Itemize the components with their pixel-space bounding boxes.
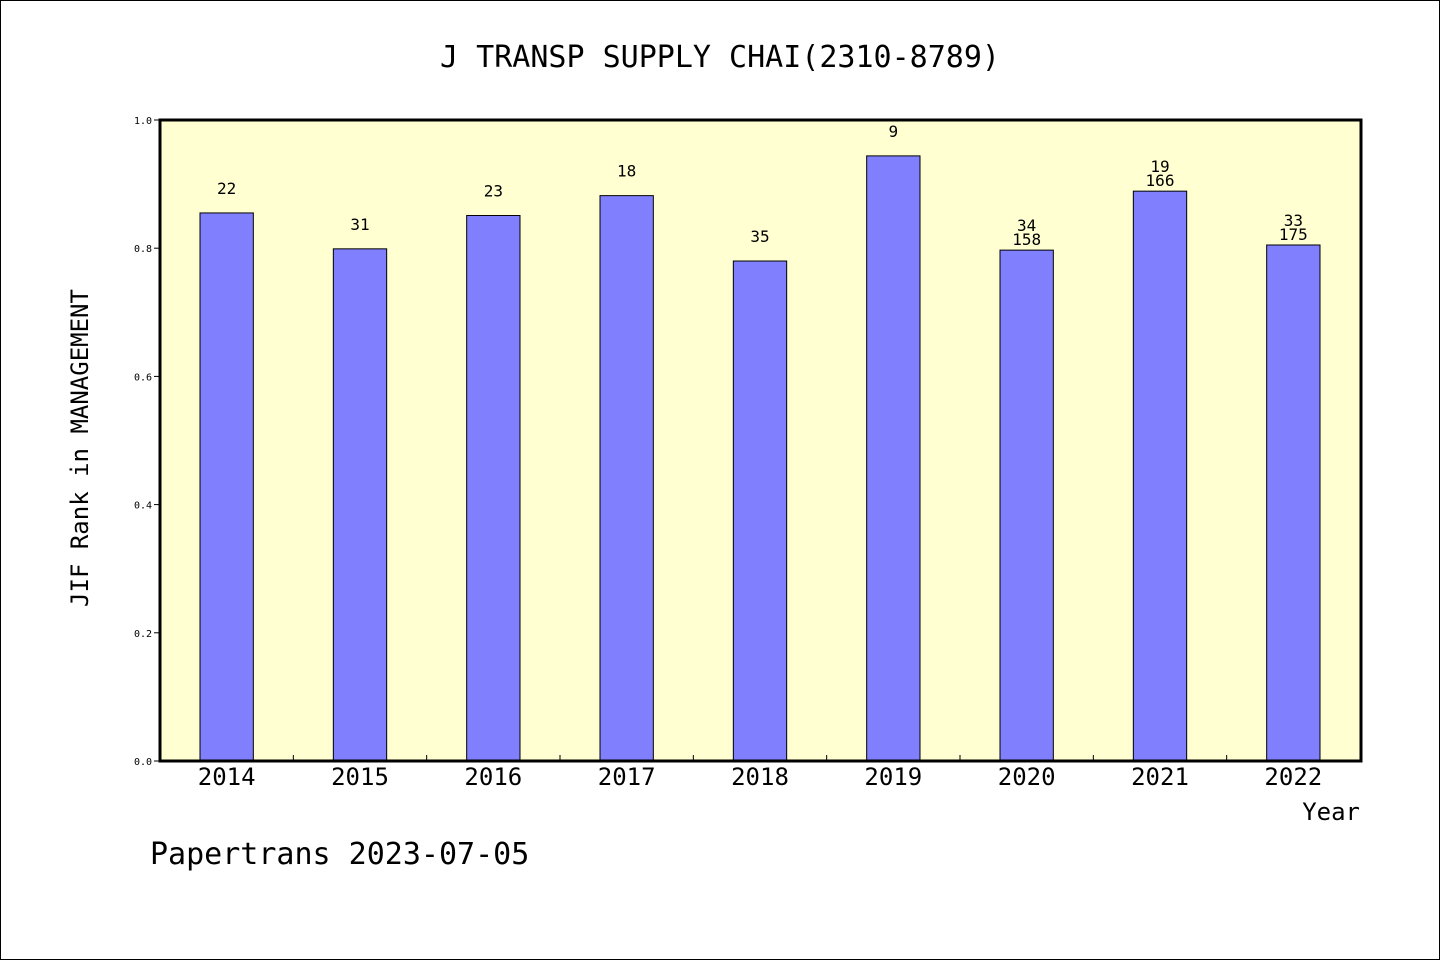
bar-label-2018: 35	[750, 227, 769, 246]
footer-text: Papertrans 2023-07-05	[150, 837, 529, 872]
bar-label-2021: 19	[1150, 157, 1169, 176]
bars	[199, 155, 1321, 762]
y-axis-label: JIF Rank in MANAGEMENT	[66, 289, 94, 607]
y-tick-label: 0.0	[134, 757, 152, 768]
x-tick-label-2020: 2020	[998, 763, 1056, 791]
y-tick-label: 0.2	[134, 629, 152, 640]
bar-2019	[866, 155, 921, 762]
bar-label-2021: 166	[1146, 171, 1175, 190]
x-tick-label-2014: 2014	[198, 763, 256, 791]
bar-label-2020: 34	[1017, 216, 1036, 235]
y-tick-label: 0.6	[134, 372, 152, 383]
bar-label-2015: 31	[350, 215, 369, 234]
bar-2022	[1266, 244, 1321, 762]
bar-label-2022: 175	[1279, 225, 1308, 244]
y-tick-label: 1.0	[134, 116, 152, 127]
bar-2016	[466, 215, 521, 762]
bar-label-2014: 22	[217, 179, 236, 198]
x-tick-label-2016: 2016	[464, 763, 522, 791]
bar-label-2017: 18	[617, 162, 636, 181]
x-axis-label: Year	[1302, 798, 1360, 826]
bar-2020	[999, 249, 1054, 762]
x-tick-label-2019: 2019	[864, 763, 922, 791]
y-tick-label: 0.8	[134, 244, 152, 255]
bar-2015	[332, 248, 388, 762]
bar-label-2020: 158	[1012, 230, 1041, 249]
x-tick-label-2015: 2015	[331, 763, 389, 791]
y-tick-label: 0.4	[134, 501, 152, 512]
bar-label-2019: 9	[889, 122, 899, 141]
chart-title: J TRANSP SUPPLY CHAI(2310-8789)	[440, 40, 1000, 75]
bar-label-2022: 33	[1284, 211, 1303, 230]
bar-2017	[599, 195, 654, 762]
x-axis: 2014 2015 2016 2017 2018 2019 2020 2021 2022	[198, 755, 1322, 791]
x-tick-label-2022: 2022	[1264, 763, 1322, 791]
x-tick-label-2018: 2018	[731, 763, 789, 791]
x-tick-label-2021: 2021	[1131, 763, 1189, 791]
bar-label-2016: 23	[484, 182, 503, 201]
plot-border	[158, 118, 1363, 763]
y-axis: 0.0 0.2 0.4 0.6 0.8 1.0	[134, 116, 160, 768]
bar-2014	[199, 212, 254, 762]
x-tick-label-2017: 2017	[598, 763, 656, 791]
bar-2018	[732, 260, 788, 762]
bar-2021	[1132, 190, 1188, 762]
